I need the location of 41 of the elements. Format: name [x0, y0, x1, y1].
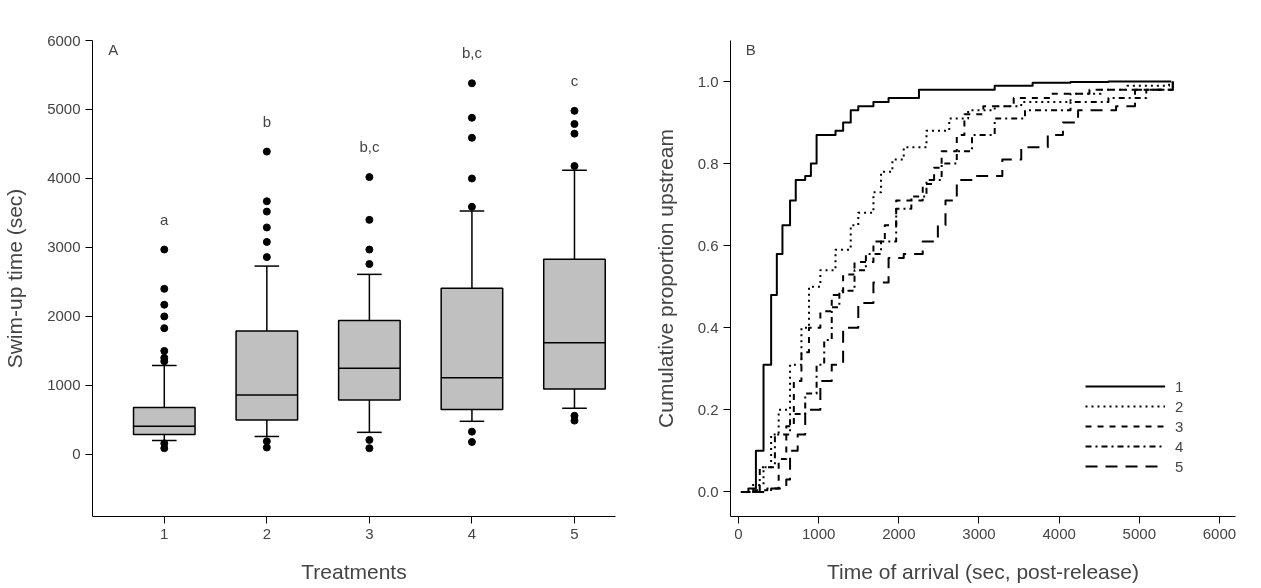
y-tick-label: 3000 — [47, 238, 81, 256]
x-tick-label: 0 — [734, 524, 743, 542]
x-tick-label: 1 — [160, 524, 169, 542]
y-tick-label: 6000 — [47, 31, 81, 49]
text: 1 — [1175, 377, 1185, 395]
y-tick-label: 2000 — [47, 307, 81, 325]
y-tick-label: 4000 — [47, 169, 81, 187]
y-tick-label: 0.8 — [697, 154, 719, 172]
y-tick-label: 1000 — [47, 376, 81, 394]
annotation: a — [160, 210, 170, 228]
annotation: b,c — [461, 44, 483, 62]
y-axis-title: Swim-up time (sec) — [3, 188, 27, 369]
x-tick-label: 4000 — [1042, 524, 1076, 542]
x-tick-label: 5000 — [1122, 524, 1156, 542]
y-tick-label: 5000 — [47, 100, 81, 118]
x-tick-label: 5 — [570, 524, 579, 542]
annotation: A — [108, 40, 119, 58]
annotation: b,c — [359, 138, 380, 156]
x-tick-label: 4 — [467, 524, 477, 542]
x-tick-label: 2000 — [882, 524, 916, 542]
y-tick-label: 0.4 — [697, 318, 719, 336]
x-tick-label: 3000 — [962, 524, 996, 542]
y-axis-title: Cumulative proportion upstream — [653, 129, 677, 428]
x-tick-label: 2 — [262, 524, 272, 542]
annotation: B — [745, 40, 756, 58]
text: 4 — [1175, 437, 1185, 455]
text: 2 — [1175, 397, 1185, 415]
x-tick-label: 1000 — [801, 524, 836, 542]
y-tick-label: 1.0 — [697, 72, 719, 90]
x-axis-title: Treatments — [301, 559, 407, 583]
text: 5 — [1175, 457, 1185, 475]
x-tick-label: 6000 — [1202, 524, 1237, 542]
text: 3 — [1175, 417, 1185, 435]
x-axis-title: Time of arrival (sec, post-release) — [827, 559, 1139, 583]
annotation: b — [262, 112, 272, 130]
y-tick-label: 0.2 — [697, 400, 719, 418]
x-tick-label: 3 — [365, 524, 374, 542]
annotation: c — [570, 71, 579, 89]
y-tick-label: 0.6 — [697, 236, 719, 254]
y-tick-label: 0 — [72, 445, 81, 463]
y-tick-label: 0.0 — [697, 482, 719, 500]
